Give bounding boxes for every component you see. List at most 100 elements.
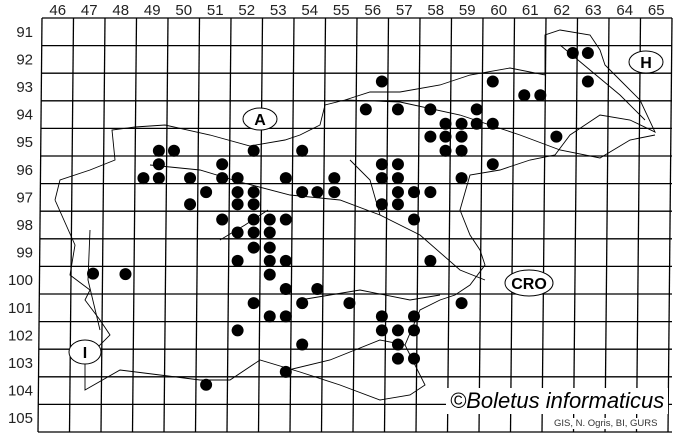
occurrence-dot <box>247 241 260 254</box>
occurrence-dot <box>279 213 292 226</box>
column-label: 56 <box>364 2 381 19</box>
river-drava <box>344 99 656 159</box>
occurrence-dot <box>247 213 260 226</box>
occurrence-dot <box>455 117 468 130</box>
occurrence-dot <box>391 186 404 199</box>
occurrence-dot <box>408 310 421 323</box>
occurrence-dot <box>566 47 579 60</box>
grid-line-vertical <box>572 17 579 433</box>
grid-line-vertical <box>446 17 453 433</box>
column-label: 55 <box>333 2 350 19</box>
occurrence-dot <box>152 144 165 157</box>
occurrence-dot <box>375 324 388 337</box>
occurrence-dot <box>391 324 404 337</box>
column-labels: 46 47 48 49 50 51 52 53 54 55 56 57 58 59 60 61 62 63 64 65 <box>49 2 664 19</box>
watermark: ©Boletus informaticus <box>446 388 669 414</box>
occurrence-dot <box>455 144 468 157</box>
svg-text:CRO: CRO <box>511 276 547 293</box>
grid-line-vertical <box>509 17 516 433</box>
occurrence-dot <box>408 324 421 337</box>
grid-line-vertical <box>257 17 264 433</box>
occurrence-dot <box>424 254 437 267</box>
grid-line-vertical <box>194 17 201 433</box>
occurrence-dot <box>343 297 356 310</box>
column-label: 59 <box>459 2 476 19</box>
occurrence-dot <box>247 186 260 199</box>
country-label-austria: A <box>242 107 278 131</box>
grid-line-vertical <box>226 17 232 433</box>
occurrence-dot <box>581 47 594 60</box>
occurrence-dot <box>119 268 132 281</box>
occurrence-dot <box>263 241 276 254</box>
country-label-hungary: H <box>628 50 664 74</box>
row-label: 97 <box>16 189 33 206</box>
occurrence-dot <box>247 198 260 211</box>
row-label: 104 <box>8 383 33 400</box>
column-label: 52 <box>238 2 255 19</box>
occurrence-dot <box>581 75 594 88</box>
occurrence-dot <box>263 268 276 281</box>
occurrence-dot <box>263 213 276 226</box>
occurrence-dot <box>87 267 100 280</box>
occurrence-dot <box>231 254 244 267</box>
occurrence-dot <box>375 158 388 171</box>
occurrence-dot <box>231 226 244 239</box>
occurrence-dot <box>470 103 483 116</box>
river-soca <box>87 229 101 331</box>
occurrence-dot <box>408 213 421 226</box>
occurrence-dot <box>439 144 452 157</box>
occurrence-dot <box>375 75 388 88</box>
occurrence-dot <box>231 198 244 211</box>
occurrence-dot <box>200 378 213 391</box>
occurrence-dot <box>391 352 404 365</box>
occurrence-dot <box>184 172 197 185</box>
column-label: 50 <box>175 2 192 19</box>
occurrence-dot <box>296 144 309 157</box>
occurrence-dot <box>231 172 244 185</box>
occurrence-dot <box>296 338 309 351</box>
occurrence-dot <box>279 283 292 296</box>
occurrence-dot <box>455 172 468 185</box>
occurrence-dot <box>550 130 563 143</box>
row-label: 103 <box>8 355 33 372</box>
row-label: 96 <box>16 162 33 179</box>
occurrence-dot <box>263 254 276 267</box>
occurrence-dot <box>455 297 468 310</box>
column-label: 46 <box>49 2 66 19</box>
row-label: 93 <box>16 79 33 96</box>
occurrence-dot <box>263 226 276 239</box>
row-label: 92 <box>16 51 33 68</box>
occurrence-dot <box>424 103 437 116</box>
column-label: 54 <box>301 2 318 19</box>
credit-text: GIS, N. Ogris, BI, GURS <box>554 418 658 429</box>
country-label-italy: I <box>68 339 102 365</box>
grid-line-vertical <box>415 17 421 433</box>
svg-text:A: A <box>254 112 266 129</box>
occurrence-dot <box>296 297 309 310</box>
row-label: 105 <box>8 410 33 427</box>
occurrence-dot <box>328 186 341 199</box>
occurrence-dot <box>137 172 150 185</box>
occurrence-dot <box>279 172 292 185</box>
grid-line-vertical <box>478 17 484 433</box>
column-label: 61 <box>522 2 539 19</box>
occurrence-dot <box>455 130 468 143</box>
occurrence-dot <box>152 158 165 171</box>
occurrence-dot <box>486 117 499 130</box>
occurrence-dot <box>184 198 197 211</box>
column-label: 49 <box>144 2 161 19</box>
row-labels: 91 92 93 94 95 96 97 98 99 100 101 102 103 104 105 <box>8 24 33 427</box>
occurrence-dot <box>311 283 324 296</box>
occurrence-dot <box>375 310 388 323</box>
occurrence-dot <box>391 158 404 171</box>
occurrence-dot <box>216 158 229 171</box>
occurrence-dot <box>167 144 180 157</box>
grid-line-vertical <box>383 17 390 433</box>
row-label: 99 <box>16 245 33 262</box>
column-label: 51 <box>207 2 224 19</box>
occurrence-dot <box>279 365 292 378</box>
occurrence-dot <box>216 172 229 185</box>
row-label: 101 <box>8 300 33 317</box>
column-label: 65 <box>648 2 665 19</box>
